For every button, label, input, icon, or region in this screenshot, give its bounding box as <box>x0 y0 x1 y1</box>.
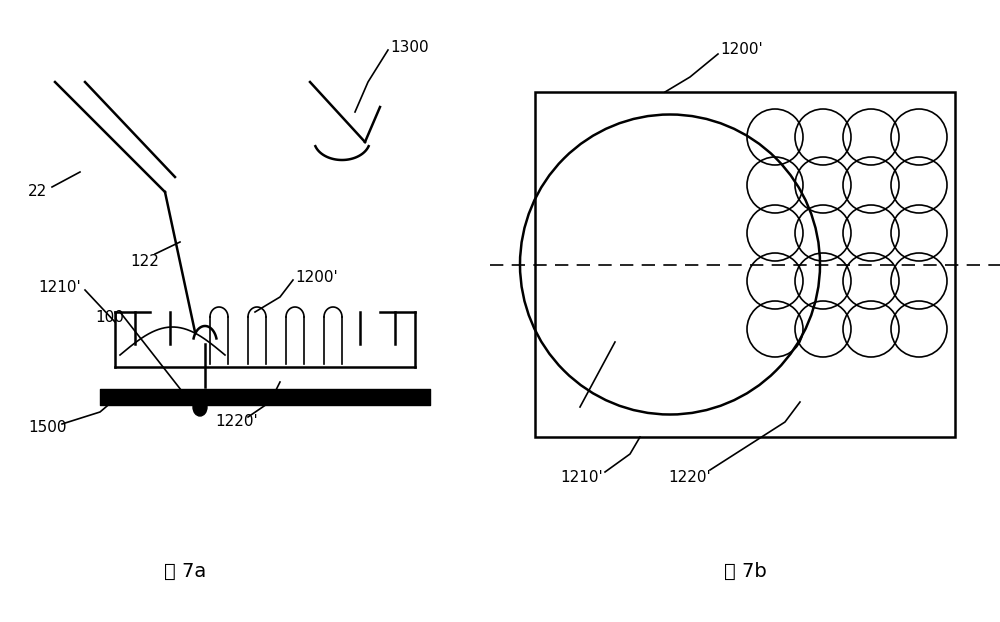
Text: 1220': 1220' <box>215 414 258 430</box>
Text: 22: 22 <box>28 185 47 200</box>
Text: 122: 122 <box>130 254 159 269</box>
Text: 1200': 1200' <box>720 42 763 57</box>
Text: 1200': 1200' <box>295 269 338 284</box>
Text: 1210': 1210' <box>560 470 603 485</box>
Text: 100: 100 <box>95 310 124 325</box>
Text: 1500: 1500 <box>28 419 66 435</box>
Text: 1210': 1210' <box>38 279 81 294</box>
Text: 1300: 1300 <box>390 40 429 55</box>
Ellipse shape <box>193 398 207 416</box>
Text: 1220': 1220' <box>668 470 711 485</box>
Text: 图 7a: 图 7a <box>164 562 206 581</box>
Bar <box>535 92 955 437</box>
Text: 图 7b: 图 7b <box>724 562 766 581</box>
